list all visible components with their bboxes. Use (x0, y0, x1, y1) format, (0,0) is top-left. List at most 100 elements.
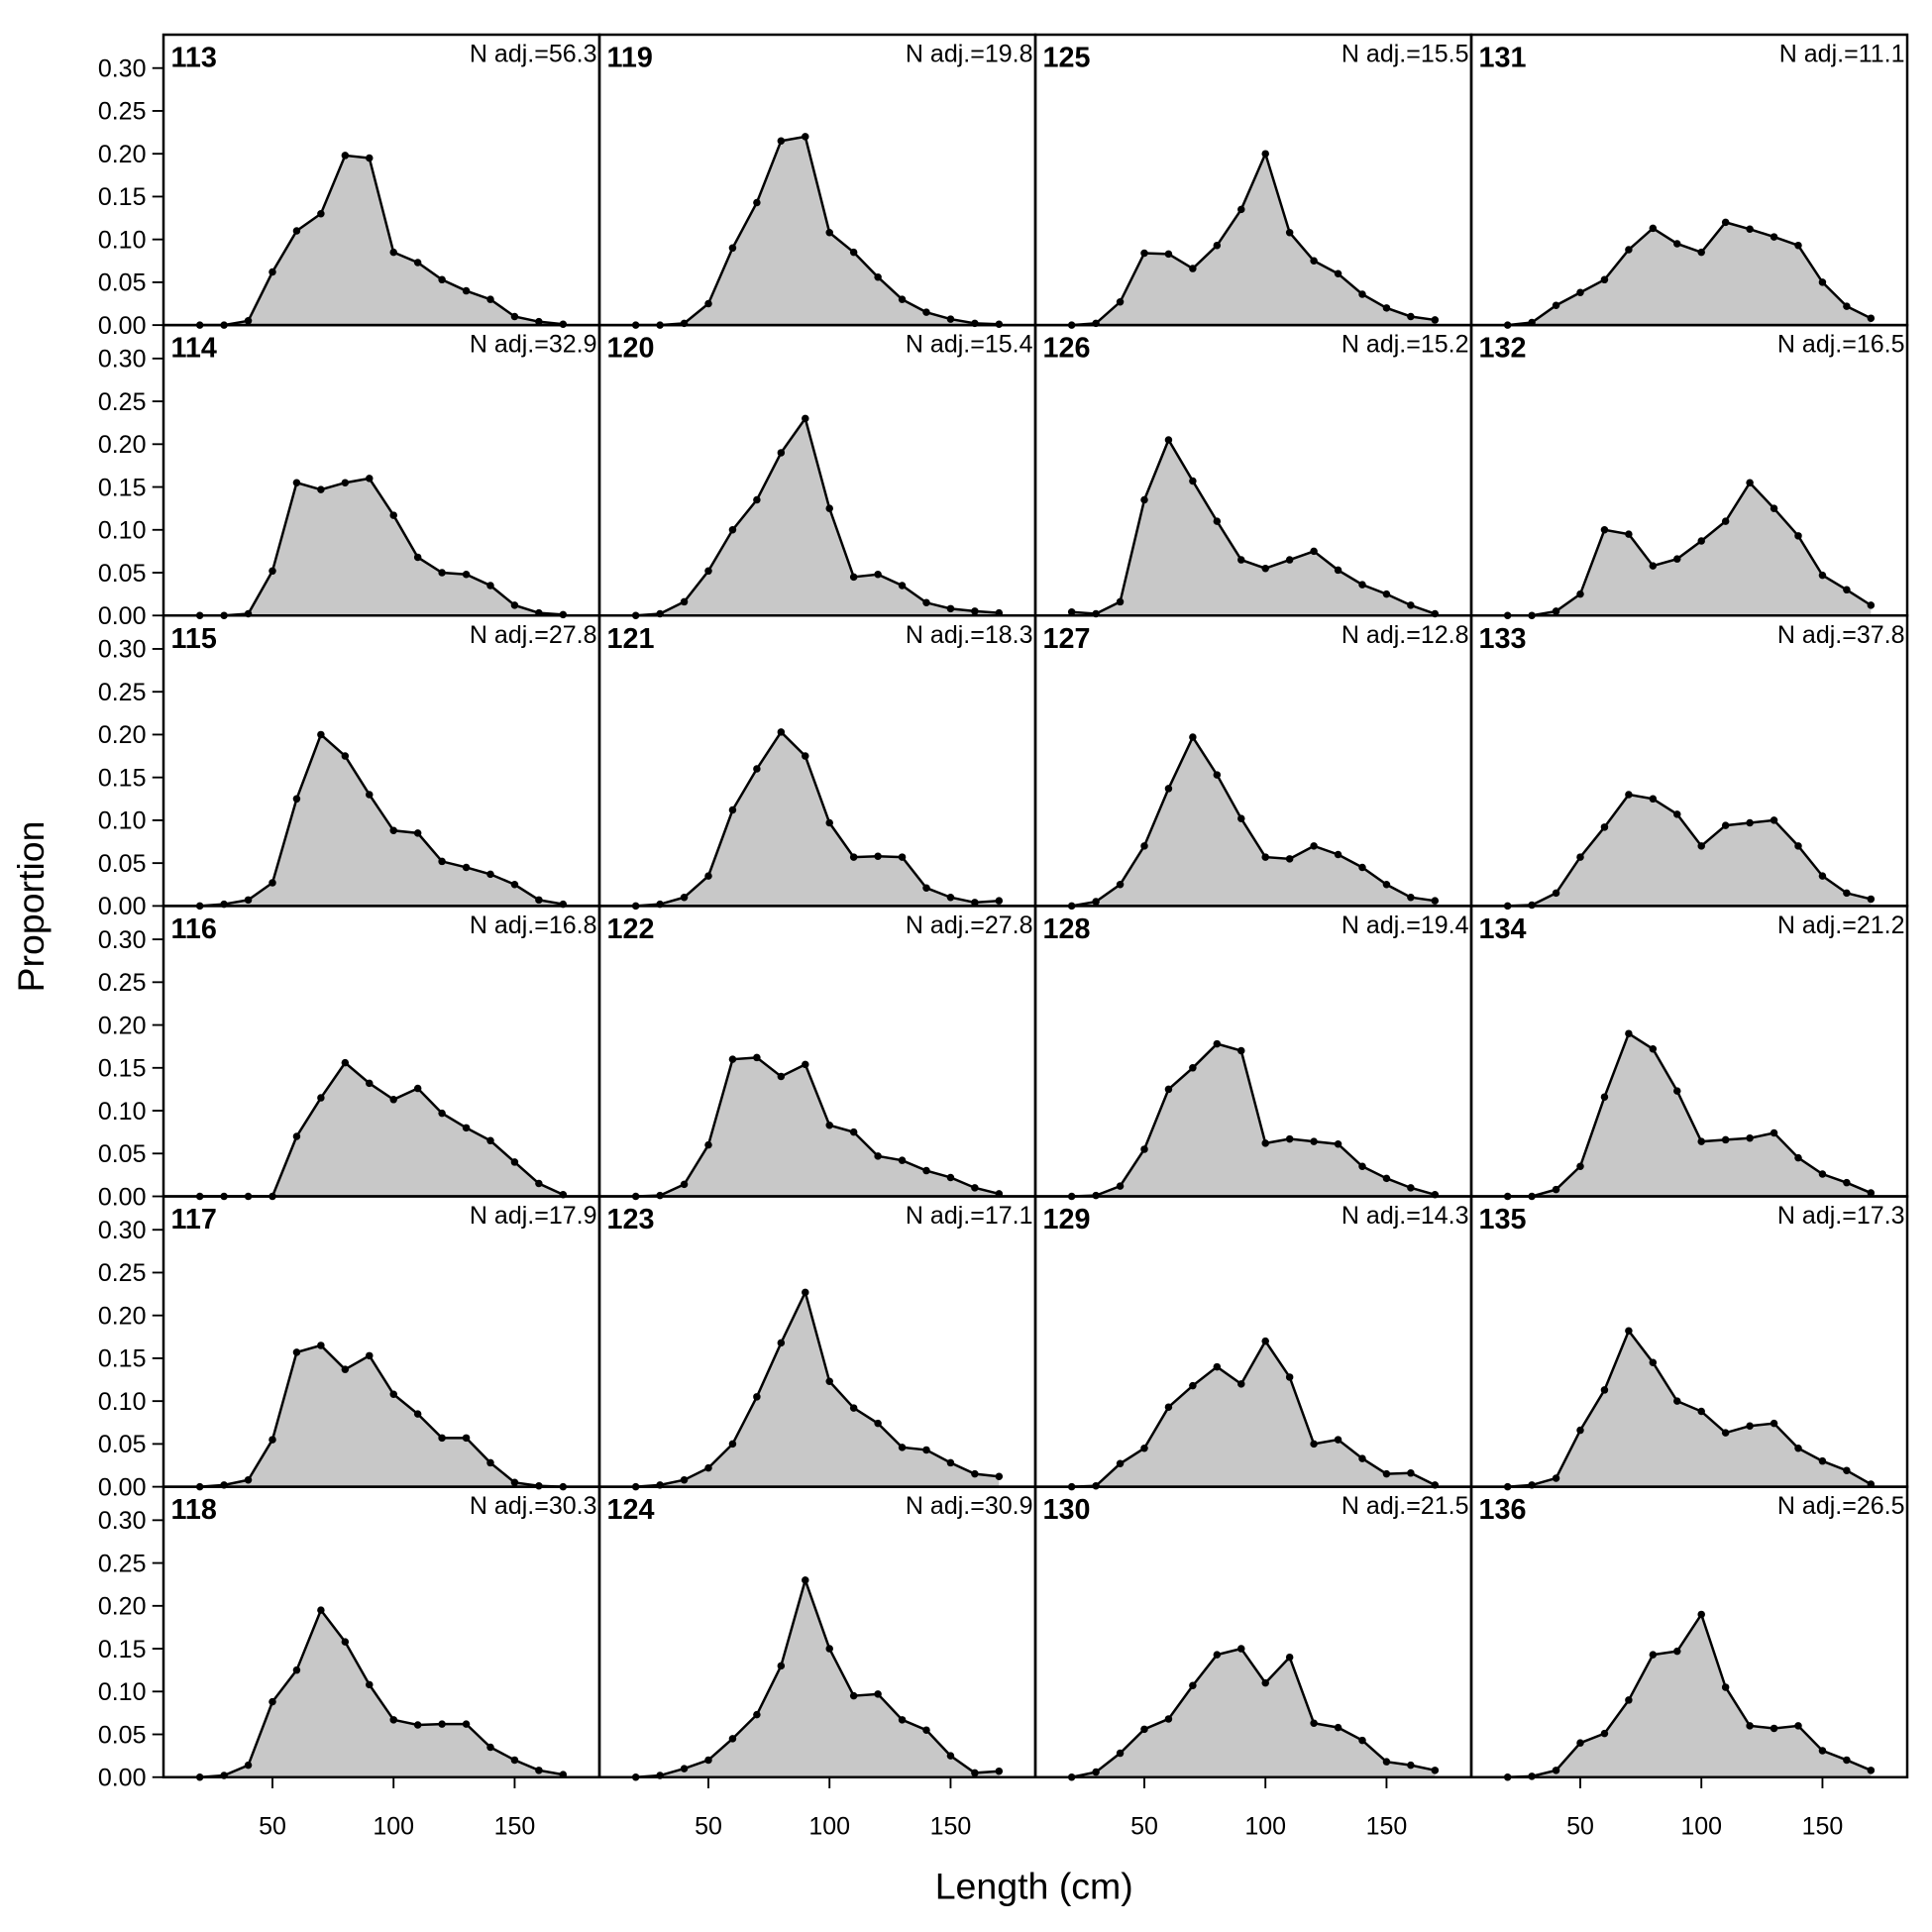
point (995, 1472, 1004, 1480)
point (1552, 1185, 1560, 1194)
line (199, 154, 564, 327)
y-tick-label: 0.15 (98, 764, 147, 792)
point (898, 853, 907, 861)
point (946, 893, 955, 902)
point (1867, 895, 1876, 904)
point (1334, 850, 1342, 859)
point (728, 244, 737, 253)
point (922, 884, 930, 892)
point (802, 1576, 809, 1584)
point (1794, 1444, 1802, 1452)
y-tick-label: 0.25 (98, 1259, 147, 1287)
point (971, 1184, 979, 1192)
panel-title: 116 (171, 913, 217, 945)
point (728, 1055, 737, 1063)
x-tick-label: 100 (373, 1812, 414, 1840)
point (510, 881, 519, 889)
point (874, 852, 882, 860)
point (1867, 601, 1876, 609)
point (753, 1053, 761, 1062)
point (1649, 795, 1658, 804)
point (1189, 1064, 1197, 1072)
point (389, 826, 397, 835)
panel-annotation: N adj.=27.8 (906, 912, 1033, 939)
x-tick-label: 50 (1130, 1812, 1158, 1840)
panel-title: 115 (171, 623, 217, 655)
panel-annotation: N adj.=15.5 (1342, 41, 1469, 68)
point (244, 317, 253, 325)
point (825, 1121, 833, 1129)
point (1164, 436, 1173, 444)
point (1237, 1645, 1245, 1653)
point (1382, 1174, 1391, 1183)
panel-annotation: N adj.=17.1 (906, 1202, 1033, 1230)
area (635, 418, 1000, 616)
point (1867, 314, 1876, 322)
point (849, 248, 858, 257)
y-axis-label: Proportion (10, 820, 52, 992)
point (1407, 601, 1415, 609)
point (1770, 1724, 1778, 1733)
point (802, 1288, 809, 1297)
point (486, 1743, 494, 1752)
y-tick-label: 0.10 (98, 1098, 147, 1126)
point (1407, 1469, 1415, 1477)
point (1285, 855, 1294, 863)
panel-annotation: N adj.=14.3 (1342, 1202, 1469, 1230)
point (1576, 1162, 1584, 1170)
panel-title: 119 (607, 43, 653, 74)
point (268, 1697, 276, 1706)
point (1625, 791, 1633, 799)
y-tick-label: 0.25 (98, 1550, 147, 1577)
y-tick-label: 0.15 (98, 1345, 147, 1373)
point (825, 504, 833, 512)
area (1071, 1043, 1436, 1197)
y-tick-label: 0.10 (98, 1678, 147, 1706)
point (1818, 1747, 1827, 1755)
point (1576, 288, 1584, 297)
point (1697, 1610, 1705, 1619)
point (1746, 225, 1754, 234)
panel-title: 114 (171, 333, 217, 365)
point (1237, 1380, 1245, 1388)
point (510, 1756, 519, 1765)
panel-annotation: N adj.=27.8 (470, 621, 597, 649)
panel-title: 120 (607, 333, 655, 365)
point (1213, 241, 1222, 250)
point (1285, 228, 1294, 237)
panel-annotation: N adj.=21.5 (1342, 1492, 1469, 1520)
point (1358, 1454, 1366, 1462)
line (1071, 1042, 1436, 1198)
line (635, 415, 1000, 617)
point (317, 485, 325, 493)
point (971, 1769, 979, 1777)
point (898, 1716, 907, 1724)
point (898, 1156, 907, 1164)
point (849, 1691, 858, 1700)
area (1507, 1033, 1872, 1197)
point (946, 1458, 955, 1467)
y-tick-label: 0.05 (98, 269, 147, 297)
point (922, 598, 930, 607)
point (1431, 897, 1440, 905)
point (341, 152, 350, 160)
point (413, 553, 422, 562)
point (1382, 1469, 1391, 1478)
x-tick-label: 150 (1366, 1812, 1408, 1840)
point (1237, 205, 1245, 214)
panel-frame (1469, 1485, 1909, 1778)
point (389, 511, 397, 519)
point (874, 1419, 882, 1428)
point (1625, 530, 1633, 538)
point (292, 795, 301, 804)
y-tick-label: 0.10 (98, 807, 147, 835)
point (704, 1463, 712, 1472)
point (462, 1434, 471, 1443)
point (1794, 1722, 1802, 1730)
point (1600, 1093, 1609, 1101)
area (1507, 1331, 1872, 1487)
line (1507, 481, 1873, 617)
y-tick-label: 0.05 (98, 1431, 147, 1458)
y-tick-label: 0.10 (98, 1388, 147, 1416)
line (635, 1056, 1000, 1198)
